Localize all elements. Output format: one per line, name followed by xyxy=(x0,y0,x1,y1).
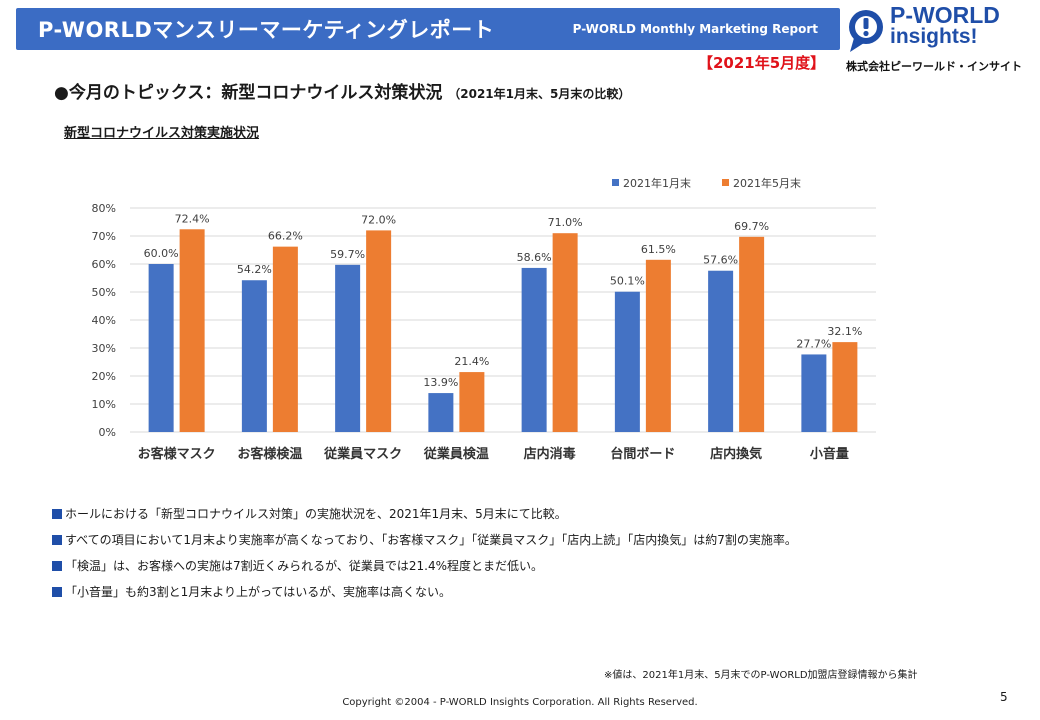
report-title: P-WORLDマンスリーマーケティングレポート xyxy=(38,18,495,42)
logo-text-insights: insights! xyxy=(890,25,978,48)
note-item: 「小音量」も約3割と1月末より上がってはいるが、実施率は高くない。 xyxy=(52,584,1012,600)
data-label: 50.1% xyxy=(610,275,645,288)
x-tick-label: 店内換気 xyxy=(710,446,762,462)
data-label: 71.0% xyxy=(548,216,583,229)
x-axis-ticks: お客様マスク お客様検温 従業員マスク 従業員検温 店内消毒 台間ボード 店内換気 小音量 xyxy=(138,446,849,462)
bar xyxy=(459,372,485,432)
bar xyxy=(148,264,174,432)
chart-legend: 2021年1月末 2021年5月末 xyxy=(612,176,801,190)
legend-label: 2021年5月末 xyxy=(733,176,801,190)
copyright: Copyright ©2004 - P-WORLD Insights Corpo… xyxy=(342,697,698,708)
bar xyxy=(801,354,827,432)
bar xyxy=(614,291,640,432)
square-bullet-icon xyxy=(52,509,62,519)
note-text: すべての項目において1月末より実施率が高くなっており、「お客様マスク」「従業員マ… xyxy=(65,533,797,547)
data-label: 57.6% xyxy=(703,254,738,267)
bar xyxy=(366,230,392,432)
y-tick-label: 70% xyxy=(92,230,116,243)
topic-title: ●今月のトピックス：新型コロナウイルス対策状況 xyxy=(54,83,443,103)
data-label: 27.7% xyxy=(796,337,831,350)
data-label: 59.7% xyxy=(330,248,365,261)
data-label: 69.7% xyxy=(734,220,769,233)
bar xyxy=(272,246,298,432)
note-text: ホールにおける「新型コロナウイルス対策」の実施状況を、2021年1月末、5月末に… xyxy=(65,507,567,521)
chart-title: 新型コロナウイルス対策実施状況 xyxy=(64,126,260,141)
legend-swatch xyxy=(722,179,729,186)
report-period: 【2021年5月度】 xyxy=(698,54,826,72)
x-tick-label: お客様検温 xyxy=(237,446,302,462)
bar xyxy=(521,267,547,432)
x-tick-label: 小音量 xyxy=(810,446,849,462)
bar xyxy=(708,270,734,432)
page-number: 5 xyxy=(1000,690,1008,704)
legend-swatch xyxy=(612,179,619,186)
notes-list: ホールにおける「新型コロナウイルス対策」の実施状況を、2021年1月末、5月末に… xyxy=(52,506,1012,610)
square-bullet-icon xyxy=(52,561,62,571)
bar xyxy=(241,280,267,432)
chart-bars xyxy=(148,229,858,432)
x-tick-label: 従業員マスク xyxy=(323,446,402,462)
y-tick-label: 0% xyxy=(99,426,116,439)
square-bullet-icon xyxy=(52,535,62,545)
bar xyxy=(428,393,454,432)
data-label: 72.4% xyxy=(175,212,210,225)
y-tick-label: 20% xyxy=(92,370,116,383)
note-item: 「検温」は、お客様への実施は7割近くみられるが、従業員では21.4%程度とまだ低… xyxy=(52,558,1012,574)
company-name: 株式会社ピーワールド・インサイト xyxy=(846,60,1022,73)
bar xyxy=(832,342,858,432)
legend-label: 2021年1月末 xyxy=(623,176,691,190)
x-tick-label: 台間ボード xyxy=(610,446,675,462)
bar-chart: 0% 10% 20% 30% 40% 50% 60% 70% 80% 60.0% 72.4% 54.… xyxy=(92,176,876,462)
topic-heading: ●今月のトピックス：新型コロナウイルス対策状況 （2021年1月末、5月末の比較… xyxy=(54,78,630,103)
bar xyxy=(739,236,765,432)
data-label: 66.2% xyxy=(268,230,303,243)
data-label: 32.1% xyxy=(827,325,862,338)
bar xyxy=(335,264,361,432)
note-text: 「検温」は、お客様への実施は7割近くみられるが、従業員では21.4%程度とまだ低… xyxy=(65,559,543,573)
y-tick-label: 80% xyxy=(92,202,116,215)
y-axis-ticks: 0% 10% 20% 30% 40% 50% 60% 70% 80% xyxy=(92,202,116,439)
y-tick-label: 10% xyxy=(92,398,116,411)
square-bullet-icon xyxy=(52,587,62,597)
x-tick-label: お客様マスク xyxy=(138,446,216,462)
note-item: ホールにおける「新型コロナウイルス対策」の実施状況を、2021年1月末、5月末に… xyxy=(52,506,1012,522)
data-label: 72.0% xyxy=(361,213,396,226)
topic-note: （2021年1月末、5月末の比較） xyxy=(448,87,631,101)
exclamation-bubble-icon xyxy=(849,10,883,52)
y-tick-label: 50% xyxy=(92,286,116,299)
bar xyxy=(645,259,671,432)
x-tick-label: 従業員検温 xyxy=(423,446,489,462)
bar xyxy=(179,229,205,432)
note-text: 「小音量」も約3割と1月末より上がってはいるが、実施率は高くない。 xyxy=(65,585,451,599)
bar xyxy=(552,233,578,432)
company-logo: P-WORLD insights! 株式会社ピーワールド・インサイト xyxy=(846,2,1032,74)
y-tick-label: 60% xyxy=(92,258,116,271)
source-note: ※値は、2021年1月末、5月末でのP-WORLD加盟店登録情報から集計 xyxy=(604,670,918,681)
data-label: 61.5% xyxy=(641,243,676,256)
logo-text-pworld: P-WORLD xyxy=(890,2,1000,28)
data-label: 54.2% xyxy=(237,263,272,276)
x-tick-label: 店内消毒 xyxy=(524,446,576,462)
data-label: 58.6% xyxy=(517,251,552,264)
data-label: 21.4% xyxy=(454,355,489,368)
data-label: 60.0% xyxy=(144,247,179,260)
note-item: すべての項目において1月末より実施率が高くなっており、「お客様マスク」「従業員マ… xyxy=(52,532,1012,548)
report-subtitle: P-WORLD Monthly Marketing Report xyxy=(572,22,818,36)
data-labels: 60.0% 72.4% 54.2% 66.2% 59.7% 72.0% 13.9% 21.4%… xyxy=(144,212,863,389)
header-bar: P-WORLDマンスリーマーケティングレポート P-WORLD Monthly … xyxy=(16,8,840,50)
data-label: 13.9% xyxy=(423,376,458,389)
y-tick-label: 40% xyxy=(92,314,116,327)
y-tick-label: 30% xyxy=(92,342,116,355)
